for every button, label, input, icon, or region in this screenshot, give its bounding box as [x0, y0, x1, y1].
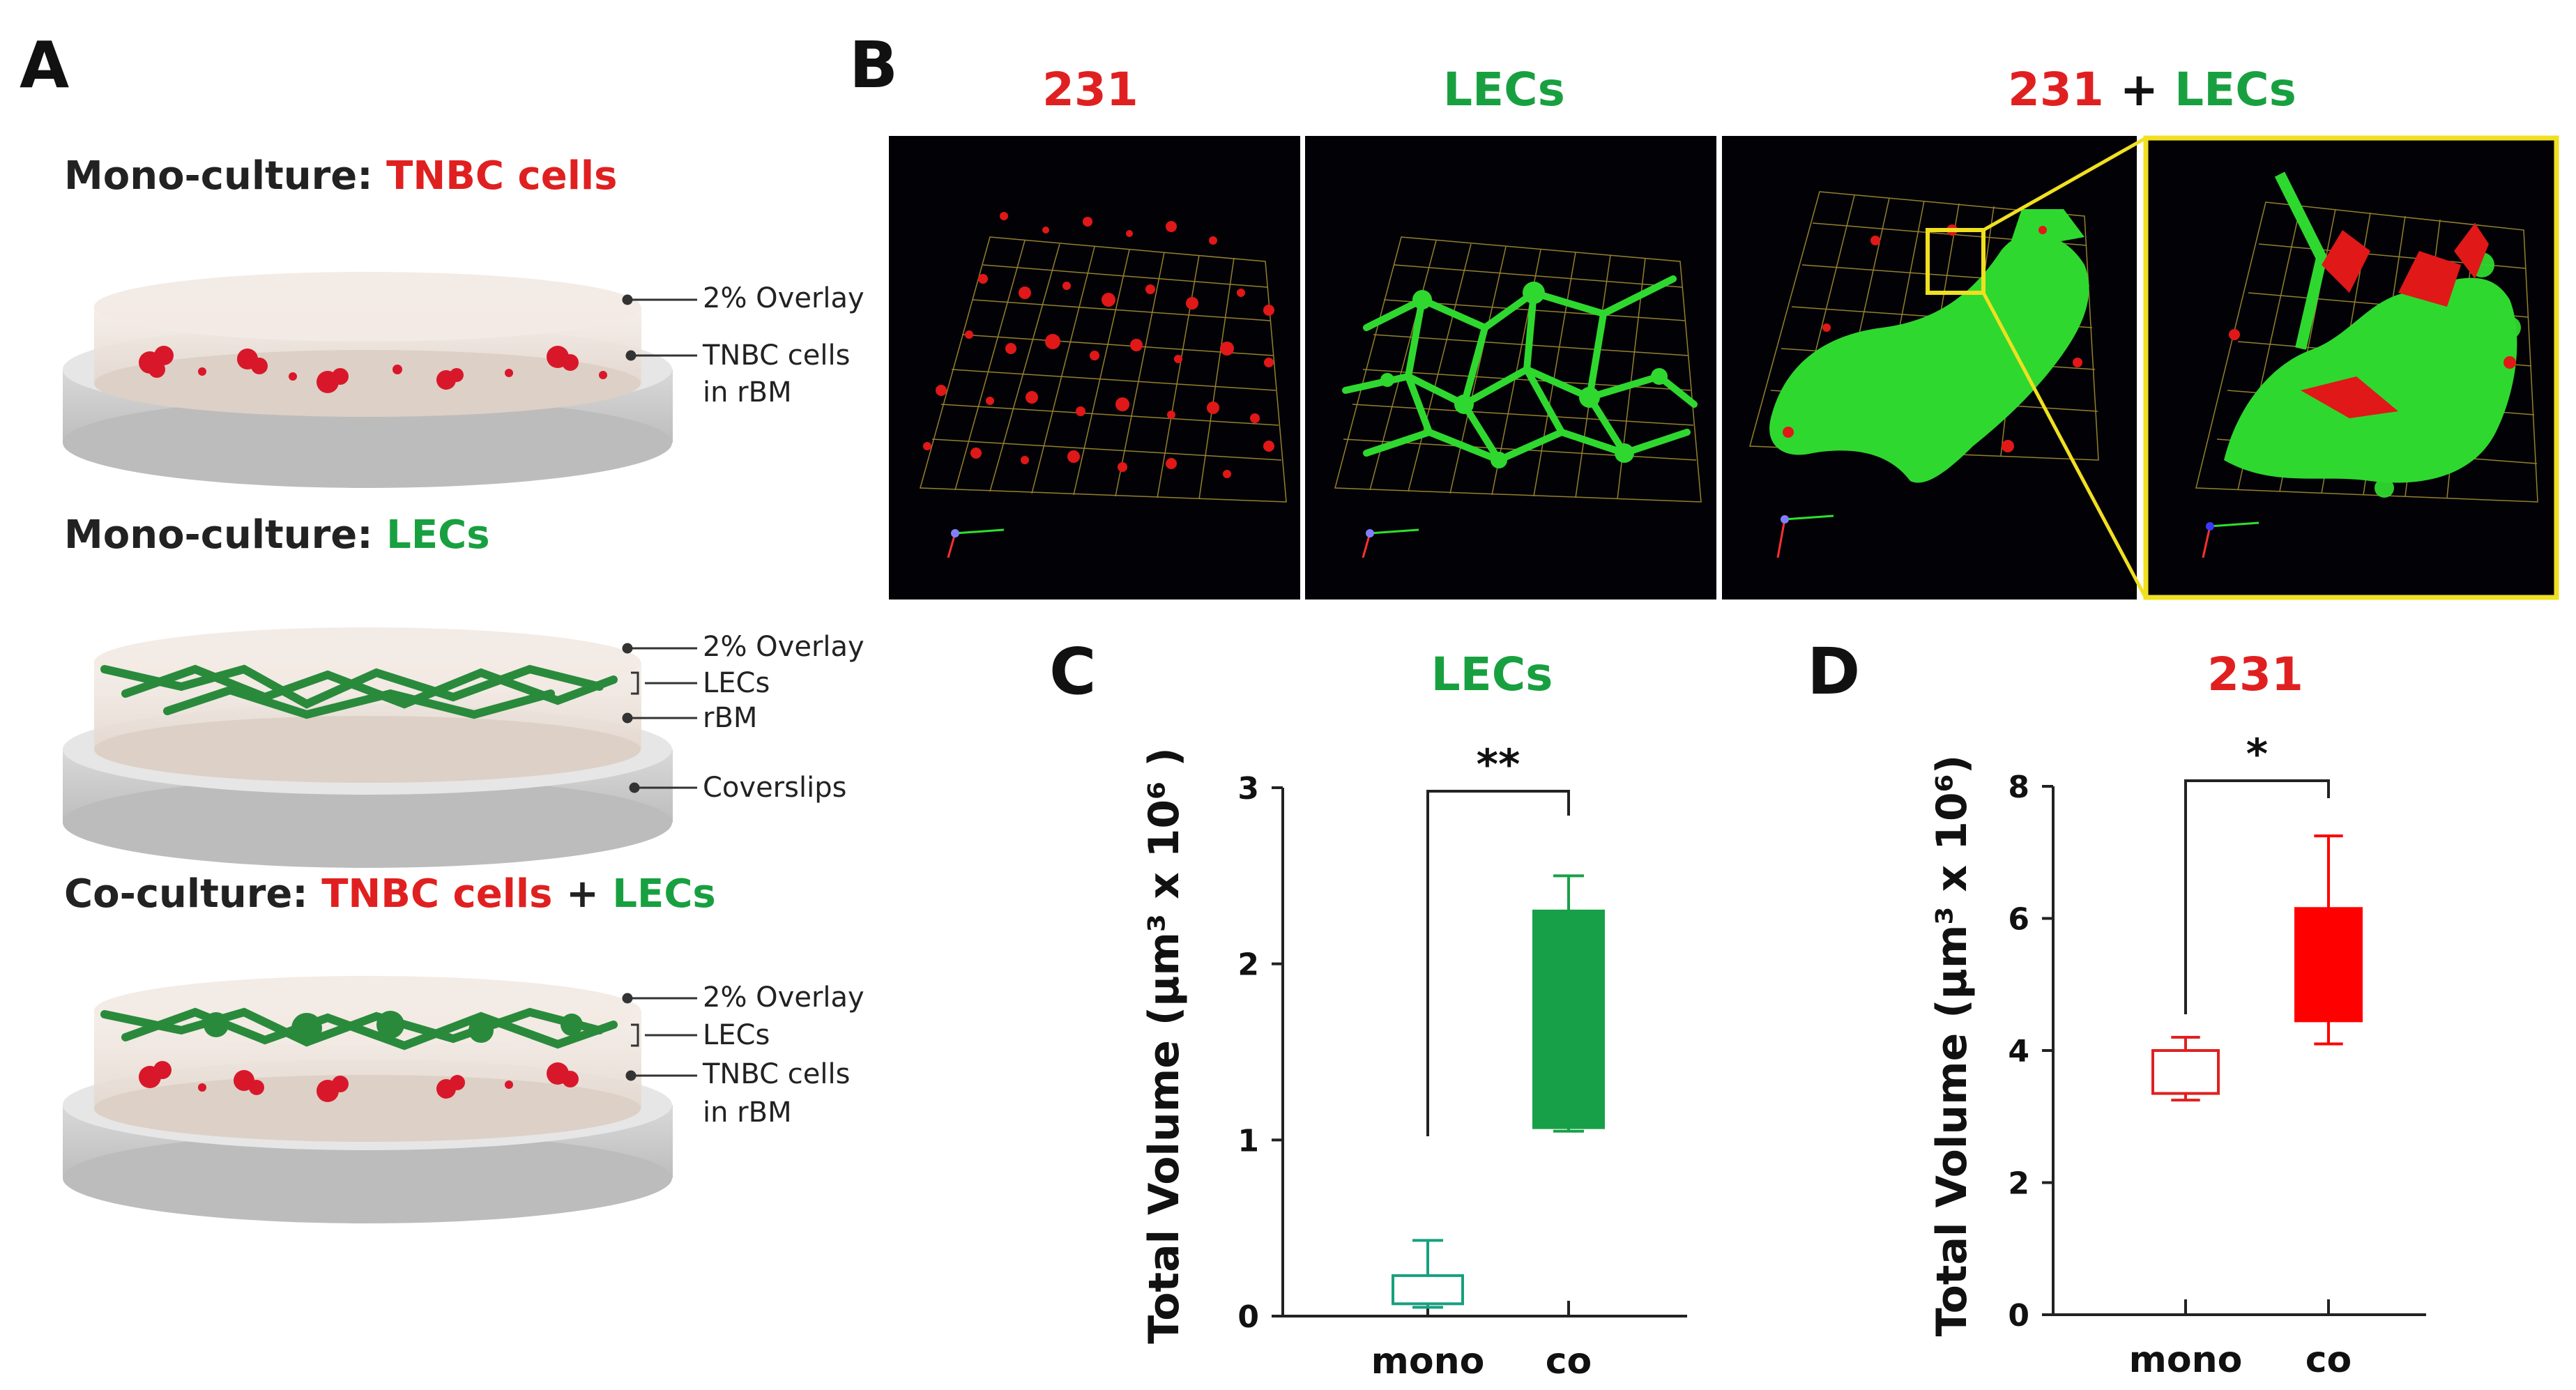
panel-letter-b: B: [849, 28, 899, 102]
title-prefix: Mono-culture:: [64, 512, 387, 558]
chart-panel-c: C LECs Total Volume (µm³ x 10⁶ ) 0 1 2 3 mon…: [1049, 634, 1687, 1382]
chart-c-title: LECs: [1431, 648, 1553, 701]
dish3-lecs-label: LECs: [703, 1019, 770, 1051]
dish-mono-lec: [63, 627, 673, 868]
title-highlight: LECs: [386, 512, 490, 558]
dish-illustrations: [63, 272, 697, 1223]
chart-panel-d: D 231 Total Volume (µm³ x 10⁶) 0 2 4 6 8 mono…: [1807, 634, 2426, 1381]
chart-d-title: 231: [2207, 648, 2303, 701]
tnbc-cell-clusters: [139, 1061, 579, 1102]
dish2-coverslips-label: Coverslips: [703, 772, 847, 804]
dish-mono-tnbc: [63, 272, 673, 488]
mono-tnbc-title: Mono-culture: TNBC cells: [64, 153, 617, 199]
chart-c-plot: 0 1 2 3 mono co **: [1237, 740, 1687, 1382]
dish2-lecs-label: LECs: [703, 667, 770, 699]
y-tick-label: 1: [1237, 1123, 1259, 1159]
chart-d-plot: 0 2 4 6 8 mono co *: [2008, 730, 2426, 1381]
y-tick-label: 2: [1237, 947, 1259, 983]
panel-letter-c: C: [1049, 634, 1097, 709]
panel-letter-a: A: [20, 28, 70, 102]
x-tick-label: co: [2306, 1339, 2352, 1381]
panel-b-head-combined: 231 + LECs: [2008, 63, 2296, 116]
title-plus: +: [552, 871, 613, 917]
y-tick-label: 0: [2008, 1298, 2029, 1334]
dish1-rbm-label: in rBM: [703, 376, 792, 408]
image-231: [889, 136, 1300, 599]
dish2-rbm-label: rBM: [703, 702, 758, 734]
panel-letter-d: D: [1807, 634, 1860, 709]
y-tick-label: 3: [1237, 771, 1259, 807]
axis-gizmo: [2202, 521, 2259, 558]
dish1-cells-label: TNBC cells: [703, 339, 851, 372]
y-tick-label: 4: [2008, 1034, 2029, 1069]
zoom-connector-bottom: [1981, 291, 2148, 599]
dish3-cells-label: TNBC cells: [703, 1058, 851, 1090]
chart-c-ylabel: Total Volume (µm³ x 10⁶ ): [1140, 747, 1189, 1344]
box-co: [2294, 907, 2363, 1023]
head-lecs: LECs: [2174, 63, 2296, 116]
title-prefix: Co-culture:: [64, 871, 322, 917]
y-tick-label: 8: [2008, 770, 2029, 805]
y-tick-label: 0: [1237, 1299, 1259, 1335]
x-tick-label: co: [1546, 1341, 1592, 1382]
dish2-overlay-label: 2% Overlay: [703, 631, 864, 663]
panel-b-head-231: 231: [1042, 63, 1138, 116]
title-highlight: TNBC cells: [386, 153, 618, 199]
title-tnbc: TNBC cells: [321, 871, 553, 917]
image-lecs: [1305, 136, 1716, 599]
significance-marker: *: [2246, 730, 2268, 779]
box-mono: [2151, 1049, 2220, 1095]
zoom-frame: [2143, 135, 2559, 600]
image-zoom: [2143, 135, 2559, 600]
significance-bracket: [2184, 779, 2330, 1014]
dish3-overlay-label: 2% Overlay: [703, 982, 864, 1014]
chart-d-ylabel: Total Volume (µm³ x 10⁶): [1928, 755, 1976, 1337]
head-231: 231: [2008, 63, 2104, 116]
lec-nodes: [204, 1011, 583, 1044]
title-prefix: Mono-culture:: [64, 153, 387, 199]
dish1-overlay-label: 2% Overlay: [703, 282, 864, 314]
image-combined: [1722, 136, 2137, 599]
head-plus: +: [2103, 63, 2175, 116]
significance-bracket: [1426, 790, 1570, 1136]
x-tick-label: mono: [1371, 1341, 1485, 1382]
leader-lines: [622, 294, 697, 1081]
y-tick-label: 2: [2008, 1166, 2029, 1202]
title-lec: LECs: [612, 871, 716, 917]
panel-b-head-lecs: LECs: [1443, 63, 1565, 116]
axis-gizmo: [947, 528, 1005, 558]
microscopy-images: [889, 135, 2559, 600]
coculture-title: Co-culture: TNBC cells + LECs: [64, 871, 716, 917]
significance-marker: **: [1477, 740, 1521, 789]
dish-coculture: [63, 976, 673, 1223]
axis-gizmo: [1362, 528, 1419, 558]
y-tick-label: 6: [2008, 902, 2029, 938]
box-mono: [1392, 1274, 1464, 1306]
zoom-box: [1926, 228, 1986, 295]
box-co: [1532, 909, 1605, 1129]
dish3-rbm-label: in rBM: [703, 1097, 792, 1129]
x-tick-label: mono: [2129, 1339, 2243, 1381]
zoom-connector-top: [1982, 136, 2147, 232]
lec-network: [100, 664, 618, 719]
axis-gizmo: [1776, 514, 1834, 558]
tnbc-cell-clusters: [139, 346, 607, 393]
mono-lec-title: Mono-culture: LECs: [64, 512, 490, 558]
